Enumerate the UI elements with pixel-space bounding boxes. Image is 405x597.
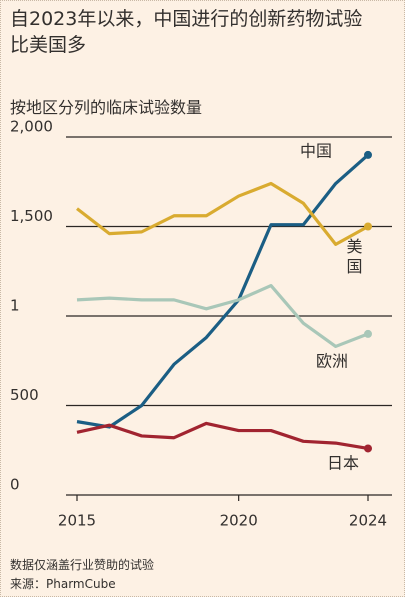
series-label: 日本 [327,454,359,473]
y-tick-label: 2,000 [10,118,53,136]
series-line [76,421,369,451]
series-line [76,181,369,246]
source: 来源：PharmCube [10,577,116,591]
chart-subtitle: 按地区分列的临床试验数量 [10,98,203,117]
x-tick-label: 2024 [349,512,387,530]
end-dot [364,329,372,338]
series-label: 美国 [344,238,363,278]
chart-title: 自2023年以来，中国进行的创新药物试验比美国多 [10,8,363,56]
x-tick-label: 2020 [220,512,258,530]
y-tick-label: 1 [10,297,20,315]
y-tick-label: 1,500 [10,207,53,225]
series-label: 中国 [300,142,332,161]
end-dot [364,444,372,453]
series-label: 欧洲 [316,352,348,371]
end-dot [364,150,372,159]
y-tick-label: 0 [10,476,20,494]
x-tick-label: 2015 [58,512,96,530]
note: 数据仅涵盖行业赞助的试验 [10,558,155,572]
end-dot [364,222,372,231]
y-tick-label: 500 [10,386,39,404]
series-line [76,153,370,429]
series-line [76,283,369,349]
